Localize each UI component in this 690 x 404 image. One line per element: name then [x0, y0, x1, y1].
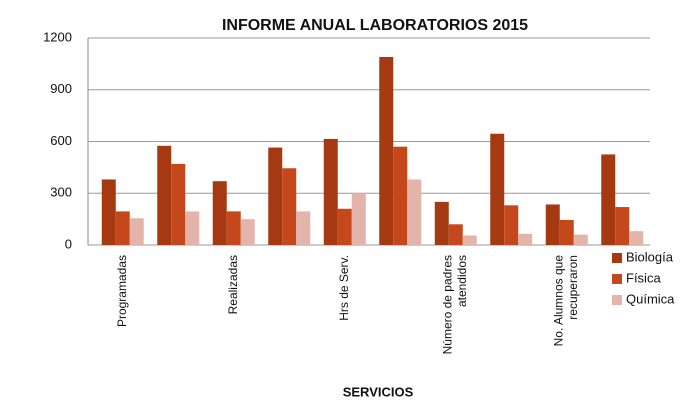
bar: [212, 181, 227, 245]
bar: [559, 219, 574, 245]
bar: [434, 201, 449, 245]
bar: [393, 146, 408, 245]
bar: [129, 218, 144, 245]
bar: [518, 233, 533, 245]
y-tick-label: 1200: [43, 29, 72, 44]
y-tick-label: 900: [50, 81, 72, 96]
legend-label: Física: [626, 270, 661, 285]
bar: [504, 205, 519, 245]
bar: [171, 163, 186, 245]
x-tick-label: Hrs de Serv.: [337, 255, 351, 321]
bar: [615, 207, 630, 245]
bar: [268, 147, 283, 245]
legend-swatch: [612, 295, 622, 305]
legend-label: Biología: [626, 249, 674, 264]
x-axis-title: SERVICIOS: [343, 384, 414, 399]
legend-label: Química: [626, 291, 675, 306]
bar: [490, 133, 505, 245]
bar: [379, 56, 394, 245]
bar: [296, 211, 311, 245]
bar: [545, 204, 560, 245]
bar: [157, 145, 172, 245]
bar: [462, 235, 477, 245]
bar: [601, 154, 616, 245]
y-tick-label: 0: [65, 236, 72, 251]
legend-swatch: [612, 274, 622, 284]
bar: [282, 168, 297, 245]
chart-title: INFORME ANUAL LABORATORIOS 2015: [222, 17, 528, 34]
bar: [351, 193, 366, 245]
bar: [448, 224, 463, 245]
y-tick-label: 300: [50, 185, 72, 200]
bar: [101, 179, 116, 245]
bar: [185, 211, 200, 245]
bar: [629, 231, 644, 245]
y-tick-label: 600: [50, 133, 72, 148]
x-tick-label: Programadas: [115, 255, 129, 327]
legend-swatch: [612, 253, 622, 263]
bar: [337, 208, 352, 245]
bar: [226, 211, 241, 245]
x-tick-label: Número de padresatendidos: [441, 255, 469, 354]
bar: [407, 179, 422, 245]
bar: [115, 211, 130, 245]
bar: [573, 234, 588, 245]
x-tick-label: Realizadas: [226, 255, 240, 314]
bar: [240, 219, 255, 245]
x-tick-label: No. Alumnos querecuperaron: [552, 255, 580, 347]
bar: [323, 138, 338, 245]
